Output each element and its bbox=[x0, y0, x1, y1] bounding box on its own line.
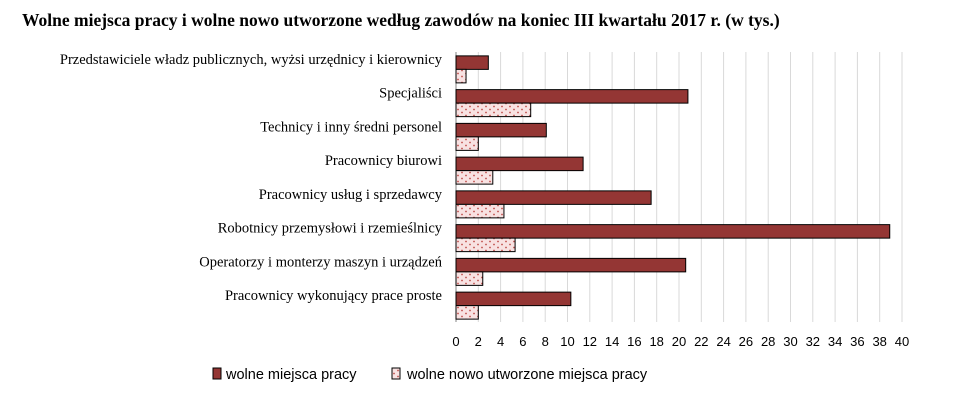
x-tick-label: 38 bbox=[872, 334, 886, 349]
chart-title: Wolne miejsca pracy i wolne nowo utworzo… bbox=[22, 10, 780, 30]
x-tick-label: 2 bbox=[475, 334, 482, 349]
category-labels: Przedstawiciele władz publicznych, wyżsi… bbox=[60, 52, 443, 304]
bar-wolne-miejsca-pracy bbox=[455, 190, 652, 205]
legend-label-wolne-nowo-utworzone: wolne nowo utworzone miejsca pracy bbox=[406, 367, 648, 383]
category-label: Operatorzy i monterzy maszyn i urządzeń bbox=[199, 254, 443, 270]
bar-wolne-nowo-utworzone bbox=[455, 305, 479, 320]
bar-wolne-nowo-utworzone bbox=[455, 271, 484, 286]
x-tick-label: 26 bbox=[739, 334, 753, 349]
category-label: Pracownicy usług i sprzedawcy bbox=[259, 187, 443, 203]
bar-wolne-miejsca-pracy bbox=[455, 55, 489, 70]
x-tick-label: 28 bbox=[761, 334, 775, 349]
bar-wolne-nowo-utworzone bbox=[455, 237, 516, 253]
x-tick-label: 6 bbox=[519, 334, 526, 349]
category-label: Technicy i inny średni personel bbox=[260, 119, 442, 135]
x-tick-label: 4 bbox=[497, 334, 504, 349]
bar-wolne-nowo-utworzone bbox=[455, 68, 467, 84]
bar-wolne-miejsca-pracy bbox=[455, 122, 547, 138]
x-tick-label: 0 bbox=[452, 334, 459, 349]
x-tick-label: 8 bbox=[542, 334, 549, 349]
category-label: Pracownicy wykonujący prace proste bbox=[225, 288, 442, 304]
x-tick-label: 30 bbox=[783, 334, 797, 349]
x-tick-label: 24 bbox=[716, 334, 730, 349]
category-label: Robotnicy przemysłowi i rzemieślnicy bbox=[218, 221, 443, 237]
legend-label-wolne-miejsca-pracy: wolne miejsca pracy bbox=[225, 367, 357, 383]
bar-wolne-miejsca-pracy bbox=[455, 224, 891, 239]
bar-wolne-nowo-utworzone bbox=[455, 102, 532, 118]
x-tick-labels: 0 2 4 6 8 10 12 14 16 18 20 22 24 26 28 30 32 34 36 38 40 bbox=[452, 334, 909, 349]
bar-wolne-nowo-utworzone bbox=[455, 203, 505, 219]
bar-wolne-miejsca-pracy bbox=[455, 257, 687, 273]
bars bbox=[455, 55, 891, 320]
x-tick-label: 40 bbox=[895, 334, 909, 349]
bar-wolne-nowo-utworzone bbox=[455, 136, 479, 151]
legend-swatch-wolne-nowo-utworzone bbox=[391, 367, 401, 380]
category-label: Specjaliści bbox=[379, 86, 442, 102]
bar-wolne-nowo-utworzone bbox=[455, 170, 494, 185]
x-tick-label: 16 bbox=[627, 334, 641, 349]
bar-wolne-miejsca-pracy bbox=[455, 89, 689, 104]
x-tick-label: 22 bbox=[694, 334, 708, 349]
x-tick-label: 14 bbox=[605, 334, 619, 349]
x-tick-label: 20 bbox=[672, 334, 686, 349]
x-tick-label: 18 bbox=[649, 334, 663, 349]
bar-wolne-miejsca-pracy bbox=[455, 156, 584, 172]
x-tick-label: 36 bbox=[850, 334, 864, 349]
x-tick-label: 34 bbox=[828, 334, 842, 349]
x-tick-label: 32 bbox=[806, 334, 820, 349]
category-label: Pracownicy biurowi bbox=[325, 153, 442, 169]
legend: wolne miejsca pracy wolne nowo utworzone … bbox=[212, 367, 648, 383]
x-tick-label: 10 bbox=[560, 334, 574, 349]
category-label: Przedstawiciele władz publicznych, wyżsi… bbox=[60, 52, 443, 68]
legend-swatch-wolne-miejsca-pracy bbox=[212, 367, 222, 380]
x-tick-label: 12 bbox=[583, 334, 597, 349]
bar-wolne-miejsca-pracy bbox=[455, 291, 572, 307]
